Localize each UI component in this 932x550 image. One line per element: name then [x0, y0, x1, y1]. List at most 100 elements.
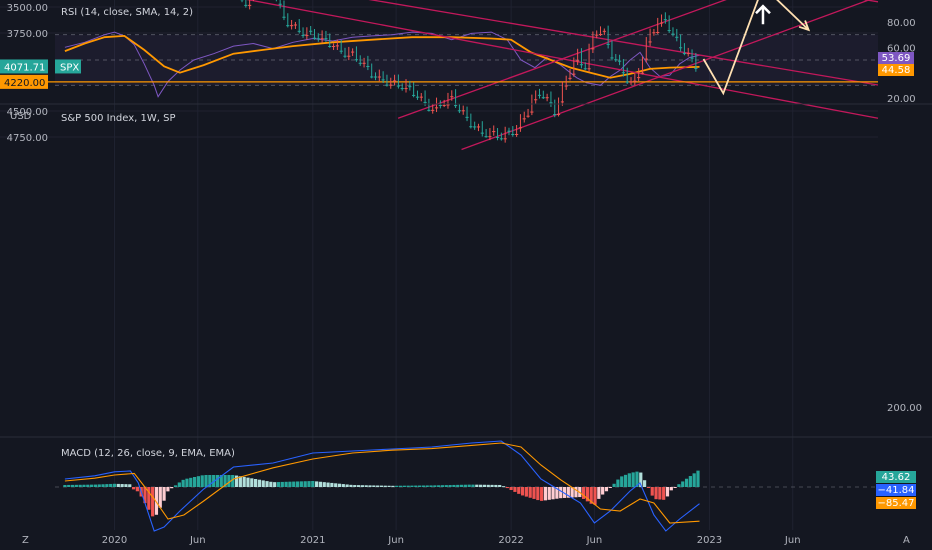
candle	[473, 121, 477, 130]
candle	[534, 90, 538, 104]
macd-histogram-bar	[158, 487, 162, 508]
candle	[637, 68, 641, 82]
macd-histogram-bar	[585, 487, 589, 502]
time-axis: 2020 Jun 2021 Jun 2022 Jun 2023 Jun	[102, 535, 801, 546]
macd-histogram-bar	[189, 477, 193, 487]
candle	[503, 126, 507, 143]
candle	[667, 15, 671, 33]
price-tick-label: 3750.00	[7, 29, 48, 40]
candle	[629, 77, 633, 85]
candle-body	[293, 24, 298, 26]
channel-line	[397, 0, 727, 119]
macd-histogram-bar	[219, 475, 223, 487]
candle-body	[515, 133, 519, 135]
candle-body	[629, 81, 633, 83]
price-pane[interactable]: USD S&P 500 Index, 1W, SP 4750.00 4500.00…	[0, 0, 879, 151]
candle	[484, 128, 488, 138]
candle-body	[400, 88, 404, 90]
candle-body	[667, 30, 671, 32]
macd-histogram-bar	[303, 481, 307, 487]
signal-line	[64, 442, 700, 524]
candle	[434, 97, 439, 113]
candle	[385, 74, 389, 87]
candle	[511, 126, 515, 137]
candle-body	[457, 110, 462, 112]
candle	[686, 47, 690, 57]
candle-body	[648, 41, 652, 43]
candle-body	[358, 62, 362, 64]
rsi-pane[interactable]: RSI (14, close, SMA, 14, 2) 80.00 60.00 20…	[55, 7, 916, 105]
macd-last-value-tag	[876, 497, 916, 509]
macd-histogram-bar	[494, 484, 498, 487]
candle	[240, 0, 244, 3]
candle-body	[484, 136, 488, 138]
candle	[427, 98, 431, 112]
candle-body	[385, 84, 389, 86]
candle	[309, 26, 313, 35]
macd-histogram-bar	[501, 486, 506, 488]
macd-histogram-bar	[242, 476, 246, 487]
macd-histogram-bar	[227, 475, 231, 487]
zoom-icon[interactable]: Z	[22, 535, 29, 546]
macd-tick-label: 200.00	[887, 403, 922, 414]
candle-body	[659, 22, 664, 24]
candle	[656, 17, 660, 35]
candle	[431, 103, 435, 114]
candle	[469, 113, 473, 129]
candle	[572, 57, 576, 77]
macd-histogram-bar	[349, 484, 353, 487]
macd-histogram-bar	[353, 485, 357, 487]
macd-histogram-bar	[498, 484, 502, 487]
macd-histogram-bar	[524, 487, 528, 497]
macd-histogram-bar	[215, 475, 220, 487]
macd-histogram-bar	[250, 478, 254, 487]
macd-histogram-bar	[261, 480, 265, 487]
macd-histogram-bar	[623, 474, 628, 487]
candle-body	[507, 130, 511, 132]
macd-histogram-bar	[288, 481, 292, 487]
candle	[663, 12, 667, 24]
level-label: 4220.00	[4, 78, 45, 89]
macd-histogram-bar	[63, 485, 67, 487]
macd-histogram-bar	[604, 487, 609, 492]
candle-body	[309, 30, 313, 32]
macd-histogram-bar	[463, 484, 467, 487]
macd-pane[interactable]: MACD (12, 26, close, 9, EMA, EMA) 200.00…	[55, 403, 922, 532]
macd-histogram-bar	[128, 484, 132, 487]
macd-histogram-bar	[459, 484, 464, 487]
macd-histogram-bar	[513, 487, 517, 492]
candle	[442, 99, 446, 108]
candle	[644, 37, 648, 63]
candle	[446, 92, 450, 109]
candle	[465, 106, 469, 122]
auto-scale-icon[interactable]: A	[903, 535, 910, 546]
candle-body	[598, 34, 603, 36]
price-tick-label: 4750.00	[7, 133, 48, 144]
channel-line	[368, 0, 879, 86]
rsi-ma-line	[64, 34, 700, 79]
candle	[343, 47, 347, 59]
candle	[324, 30, 328, 42]
macd-histogram-bar	[635, 471, 639, 487]
candle	[389, 77, 393, 89]
candle	[518, 114, 523, 132]
macd-histogram-bar	[257, 479, 262, 487]
candle	[659, 14, 664, 27]
candle-body	[595, 34, 599, 36]
macd-histogram-bar	[135, 487, 139, 492]
macd-histogram-bar	[673, 487, 677, 488]
macd-histogram-bar	[86, 484, 90, 487]
candle	[576, 48, 580, 66]
candle	[320, 30, 324, 43]
macd-histogram-bar	[383, 485, 387, 487]
candle	[312, 28, 317, 40]
candle-body	[373, 76, 378, 78]
candle-body	[362, 62, 366, 64]
candle-body	[679, 47, 683, 49]
candle	[423, 90, 427, 106]
grid-lines	[0, 0, 878, 530]
rsi-tick-label: 20.00	[887, 94, 916, 105]
candle-body	[579, 64, 584, 66]
macd-histogram-bar	[612, 483, 616, 487]
macd-histogram-bar	[196, 476, 200, 487]
